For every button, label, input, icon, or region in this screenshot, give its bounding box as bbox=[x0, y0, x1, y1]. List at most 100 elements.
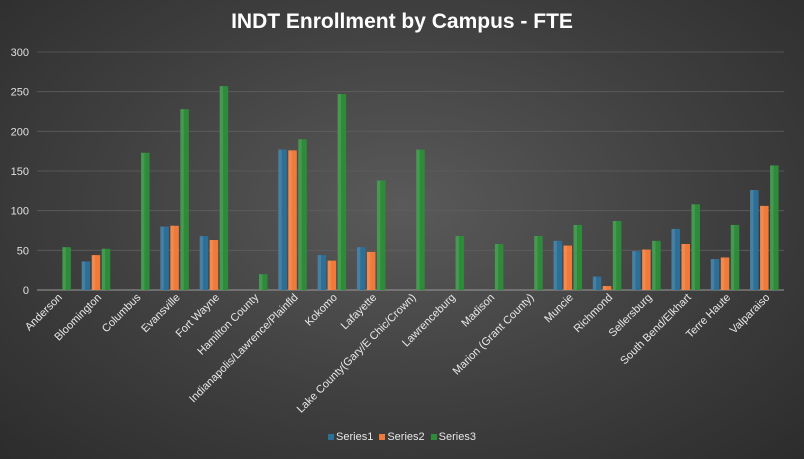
bar-highlight bbox=[553, 240, 557, 290]
bar-highlight bbox=[602, 286, 607, 290]
bar-highlight bbox=[62, 247, 66, 290]
bar-series3 bbox=[101, 248, 111, 290]
bar-series3 bbox=[652, 240, 661, 290]
bar-highlight bbox=[770, 165, 774, 290]
legend-label: Series1 bbox=[336, 431, 374, 443]
legend-swatch bbox=[430, 434, 437, 440]
x-category-label: South Bend/Elkhart bbox=[618, 292, 694, 368]
bar-highlight bbox=[592, 276, 597, 290]
bar-series1 bbox=[750, 190, 759, 290]
bar-series3 bbox=[534, 236, 543, 290]
bar-highlight bbox=[101, 248, 106, 290]
bar-series2 bbox=[602, 286, 612, 290]
bar-series2 bbox=[327, 260, 337, 290]
bar-series3 bbox=[337, 94, 347, 291]
bar-series2 bbox=[642, 249, 651, 290]
chart-title: INDT Enrollment by Campus - FTE bbox=[231, 10, 573, 33]
x-category-label: Marion (Grant County) bbox=[451, 292, 537, 378]
bar-highlight bbox=[691, 204, 695, 290]
legend-item-series3: Series3 bbox=[430, 431, 476, 443]
bar-highlight bbox=[632, 251, 636, 290]
bar-series3 bbox=[416, 149, 425, 290]
legend: Series1 Series2 Series3 bbox=[0, 431, 804, 443]
bar-highlight bbox=[278, 149, 282, 290]
bar-highlight bbox=[416, 149, 420, 290]
bar-series1 bbox=[671, 228, 680, 290]
bar-series3 bbox=[494, 243, 504, 290]
y-tick-label: 150 bbox=[11, 166, 29, 178]
bar-series3 bbox=[455, 236, 465, 290]
y-tick-label: 100 bbox=[11, 206, 29, 218]
y-axis-ticks: 0 50 100 150 200 250 300 bbox=[11, 47, 29, 297]
bar-highlight bbox=[612, 220, 617, 290]
y-tick-label: 200 bbox=[11, 126, 29, 138]
bar-series1 bbox=[81, 261, 91, 290]
bar-series1 bbox=[278, 149, 287, 290]
x-category-label: Madison bbox=[459, 292, 497, 330]
bar-series1 bbox=[553, 240, 563, 290]
legend-swatch bbox=[379, 434, 386, 440]
x-category-label: Kokomo bbox=[303, 292, 340, 329]
x-category-label: Valparaiso bbox=[728, 292, 773, 337]
x-category-label: Lafayette bbox=[339, 292, 379, 332]
bar-series2 bbox=[170, 225, 179, 290]
bar-highlight bbox=[671, 228, 675, 290]
bar-series2 bbox=[681, 243, 690, 290]
bar-series1 bbox=[160, 226, 169, 290]
x-category-label: Anderson bbox=[23, 292, 65, 334]
bar-highlight bbox=[642, 249, 646, 290]
bar-series3 bbox=[730, 224, 740, 290]
bar-highlight bbox=[730, 224, 735, 290]
bar-highlight bbox=[337, 94, 342, 291]
bar-highlight bbox=[317, 255, 322, 290]
bar-highlight bbox=[760, 205, 764, 290]
x-category-label: Columbus bbox=[100, 291, 144, 335]
bar-highlight bbox=[366, 251, 371, 290]
bar-series3 bbox=[180, 109, 189, 291]
bar-series2 bbox=[563, 245, 573, 290]
bar-highlight bbox=[710, 259, 715, 290]
bar-series1 bbox=[317, 255, 327, 290]
y-tick-label: 0 bbox=[23, 285, 29, 297]
bar-highlight bbox=[455, 236, 459, 290]
legend-label: Series2 bbox=[387, 431, 425, 443]
bar-series2 bbox=[209, 240, 219, 290]
bar-highlight bbox=[170, 225, 174, 290]
bar-series3 bbox=[258, 274, 268, 290]
bar-highlight bbox=[681, 243, 685, 290]
bar-series3 bbox=[376, 180, 386, 290]
legend-item-series2: Series2 bbox=[379, 431, 425, 443]
bar-series2 bbox=[720, 257, 730, 290]
x-category-label: Muncie bbox=[542, 292, 576, 326]
bar-highlight bbox=[209, 240, 214, 290]
bar-series1 bbox=[710, 259, 720, 290]
bar-series3 bbox=[298, 139, 307, 290]
bar-highlight bbox=[376, 180, 381, 290]
bar-series2 bbox=[288, 150, 297, 290]
bar-highlight bbox=[258, 274, 263, 290]
bar-series2 bbox=[91, 255, 101, 290]
bar-highlight bbox=[652, 240, 656, 290]
bar-series1 bbox=[356, 247, 366, 290]
bar-highlight bbox=[356, 247, 361, 290]
bar-highlight bbox=[298, 139, 302, 290]
bar-highlight bbox=[219, 86, 224, 290]
bar-highlight bbox=[750, 190, 754, 290]
bar-highlight bbox=[199, 236, 204, 290]
y-tick-label: 300 bbox=[11, 47, 29, 59]
bar-series3 bbox=[770, 165, 779, 290]
bar-highlight bbox=[141, 152, 145, 290]
bar-highlight bbox=[494, 243, 499, 290]
bar-series2 bbox=[760, 205, 769, 290]
bar-highlight bbox=[91, 255, 96, 290]
bar-highlight bbox=[327, 260, 332, 290]
bar-series1 bbox=[632, 251, 641, 290]
bar-series1 bbox=[592, 276, 602, 290]
bar-highlight bbox=[534, 236, 538, 290]
bar-series3 bbox=[612, 220, 622, 290]
bar-series1 bbox=[199, 236, 209, 290]
bar-highlight bbox=[180, 109, 184, 291]
x-axis-labels: AndersonBloomingtonColumbusEvansvilleFor… bbox=[23, 291, 772, 415]
legend-label: Series3 bbox=[438, 431, 476, 443]
